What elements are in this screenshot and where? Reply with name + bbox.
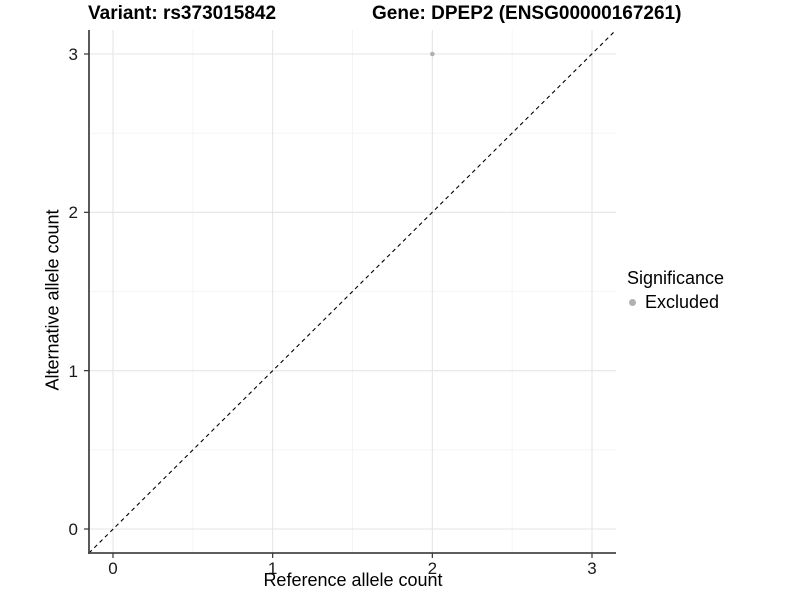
y-tick-label: 3 <box>68 45 78 64</box>
plot-title-variant: Variant: rs373015842 <box>88 3 277 24</box>
x-tick-label: 0 <box>108 559 118 578</box>
plot-title-gene: Gene: DPEP2 (ENSG00000167261) <box>372 3 682 24</box>
y-axis-title: Alternative allele count <box>42 209 63 391</box>
x-tick-label: 2 <box>427 559 438 578</box>
y-tick-label: 0 <box>68 520 78 539</box>
legend-title: Significance <box>627 268 725 288</box>
legend-item-label: Excluded <box>645 291 720 312</box>
legend: Significance Excluded <box>627 268 724 312</box>
x-tick-label: 3 <box>587 559 597 578</box>
excluded-point-icon <box>628 298 636 306</box>
data-point <box>430 51 435 57</box>
y-tick-label: 1 <box>68 361 78 381</box>
identity-dashed-line <box>88 29 617 554</box>
legend-key <box>619 292 645 312</box>
x-tick-label: 1 <box>267 559 278 578</box>
x-axis-title: Reference allele count <box>263 570 443 590</box>
legend-item-excluded: Excluded <box>627 292 724 313</box>
y-tick-label: 2 <box>68 203 78 223</box>
